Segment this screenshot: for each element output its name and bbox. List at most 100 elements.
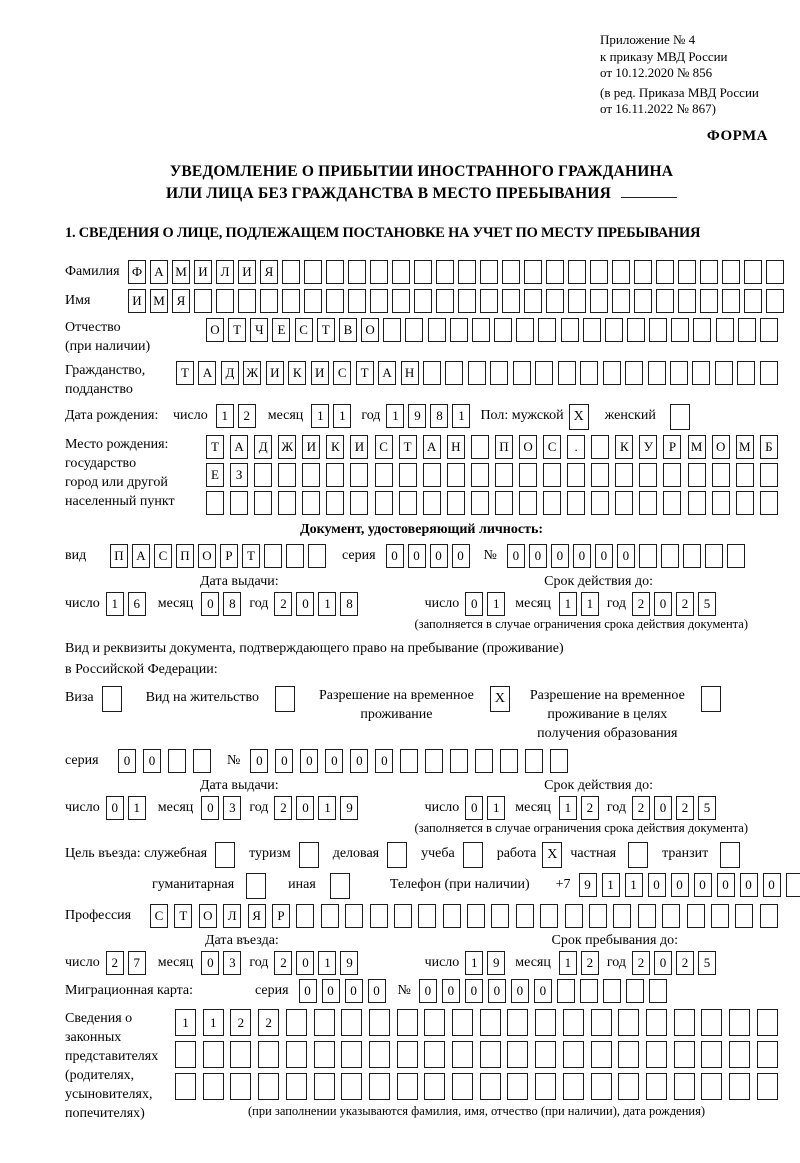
char-box[interactable] [568,259,586,284]
char-box[interactable]: 0 [325,748,344,773]
char-box[interactable]: 0 [118,748,136,773]
char-box[interactable]: 0 [350,748,369,773]
char-box[interactable]: Я [260,259,278,284]
char-box[interactable] [392,288,410,313]
char-box[interactable]: 0 [693,872,712,897]
char-box[interactable] [543,490,562,515]
char-box[interactable] [546,288,564,313]
char-box[interactable] [296,903,315,928]
char-box[interactable] [729,1040,751,1068]
char-box[interactable] [756,1008,778,1036]
char-box[interactable] [452,1072,474,1100]
char-box[interactable] [230,1072,252,1100]
char-box[interactable] [422,490,441,515]
char-box[interactable] [494,317,513,342]
char-box[interactable]: К [326,434,345,459]
char-box[interactable]: 0 [375,748,394,773]
char-box[interactable] [285,1008,307,1036]
char-box[interactable]: У [639,434,658,459]
char-box[interactable] [647,360,666,385]
char-box[interactable] [710,903,729,928]
char-box[interactable]: . [567,434,586,459]
char-box[interactable] [625,978,644,1003]
char-box[interactable]: 1 [487,591,506,616]
char-box[interactable]: Т [355,360,374,385]
char-box[interactable]: О [711,434,730,459]
char-box[interactable] [568,288,586,313]
char-box[interactable]: Ж [243,360,262,385]
char-box[interactable]: 1 [318,795,337,820]
char-box[interactable] [405,317,424,342]
char-box[interactable] [615,490,634,515]
char-box[interactable]: 0 [572,543,591,568]
char-box[interactable]: 0 [407,543,426,568]
char-box[interactable] [427,317,446,342]
char-box[interactable] [348,288,366,313]
char-box[interactable] [722,259,740,284]
char-box[interactable]: Р [271,903,290,928]
char-box[interactable]: 9 [487,950,506,975]
char-box[interactable]: Р [220,543,238,568]
char-box[interactable]: Ж [278,434,297,459]
char-box[interactable] [396,1008,418,1036]
char-box[interactable]: 1 [558,795,577,820]
char-box[interactable] [206,490,224,515]
char-box[interactable] [735,462,754,487]
char-box[interactable] [470,462,489,487]
char-box[interactable] [567,490,586,515]
char-box[interactable] [557,360,576,385]
char-box[interactable]: 2 [676,950,694,975]
char-box[interactable]: 2 [632,950,650,975]
char-box[interactable] [398,490,417,515]
char-box[interactable] [452,1008,474,1036]
char-box[interactable] [645,1072,667,1100]
char-box[interactable] [693,317,712,342]
char-box[interactable] [393,903,412,928]
char-box[interactable] [278,490,297,515]
char-box[interactable]: С [150,903,168,928]
char-box[interactable]: П [494,434,513,459]
char-box[interactable]: Т [316,317,335,342]
char-box[interactable] [602,978,621,1003]
char-box[interactable] [759,903,778,928]
char-box[interactable]: 0 [250,748,269,773]
char-box[interactable]: А [378,360,397,385]
char-box[interactable] [479,1008,501,1036]
char-box[interactable]: С [374,434,393,459]
char-box[interactable]: 1 [318,591,337,616]
char-box[interactable] [639,462,658,487]
char-box[interactable] [562,1008,584,1036]
char-box[interactable] [766,288,784,313]
char-box[interactable]: 2 [258,1008,280,1036]
char-box[interactable]: Р [663,434,682,459]
char-box[interactable]: И [238,259,256,284]
char-box[interactable] [490,360,509,385]
char-box[interactable]: А [422,434,441,459]
char-box[interactable]: А [150,259,168,284]
purpose-private-checkbox[interactable] [628,841,649,868]
char-box[interactable] [216,288,234,313]
char-box[interactable] [168,748,186,773]
char-box[interactable] [649,317,668,342]
char-box[interactable] [350,462,369,487]
char-box[interactable]: А [198,360,217,385]
char-box[interactable] [682,543,701,568]
char-box[interactable]: 0 [464,978,483,1003]
char-box[interactable] [494,490,513,515]
char-box[interactable] [591,434,610,459]
char-box[interactable]: 0 [275,748,294,773]
char-box[interactable] [278,462,297,487]
char-box[interactable] [480,288,498,313]
char-box[interactable] [711,490,730,515]
char-box[interactable] [326,462,345,487]
char-box[interactable] [264,543,282,568]
char-box[interactable] [396,1040,418,1068]
char-box[interactable]: Л [223,903,242,928]
char-box[interactable]: 1 [624,872,643,897]
char-box[interactable] [424,1008,446,1036]
char-box[interactable] [615,462,634,487]
char-box[interactable] [368,1072,390,1100]
char-box[interactable] [194,288,212,313]
char-box[interactable]: 9 [340,950,359,975]
char-box[interactable] [304,259,322,284]
